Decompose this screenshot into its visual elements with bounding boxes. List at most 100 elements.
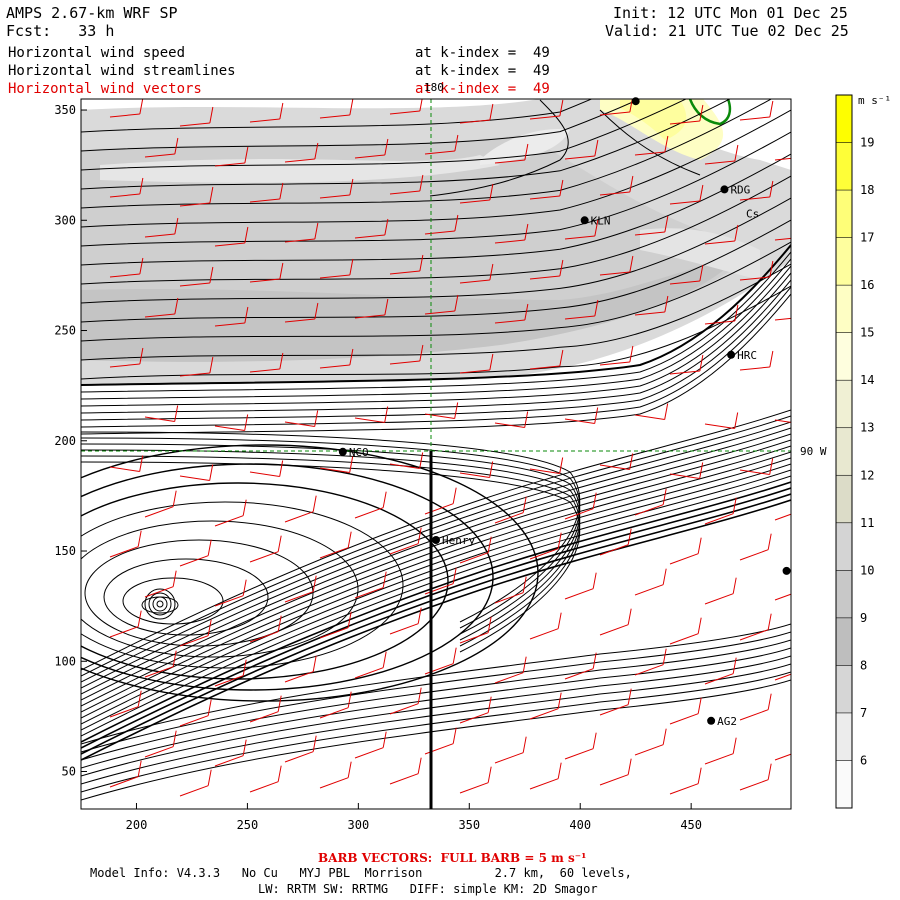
wind-barb-flag	[732, 577, 737, 594]
wind-barb-flag	[172, 730, 177, 747]
station-marker	[707, 716, 716, 725]
wind-barb-flag	[417, 527, 422, 544]
x-tick-label: 450	[680, 818, 702, 832]
wind-barb-shaft	[389, 360, 420, 365]
wind-barb-shaft	[669, 370, 700, 375]
streamline	[81, 455, 581, 647]
wind-barb-flag	[805, 408, 808, 424]
wind-barb-shaft	[109, 363, 140, 368]
wind-barb-shaft	[634, 151, 665, 156]
colorbar-swatch	[836, 95, 852, 143]
wind-barb-shaft	[704, 593, 734, 605]
wind-barb-shaft	[389, 773, 419, 785]
wind-barb-shaft	[669, 553, 699, 565]
wind-barb-shaft	[459, 369, 490, 374]
wind-barb-flag	[139, 347, 144, 365]
wind-barb-flag	[384, 138, 389, 156]
wind-barb-shaft	[669, 713, 699, 725]
wind-barb-flag	[242, 739, 247, 756]
wind-barb-shaft	[669, 473, 700, 479]
wind-barb-flag	[242, 579, 247, 596]
wind-barb-flag	[592, 652, 597, 669]
wind-barb-flag	[697, 697, 702, 714]
wind-barb-flag	[627, 688, 632, 705]
wind-barb-shaft	[739, 276, 770, 281]
streamline	[81, 272, 791, 414]
wind-barb-flag	[277, 765, 282, 782]
wind-barb-flag	[419, 344, 424, 362]
wind-barb-shaft	[389, 463, 420, 469]
wind-barb-shaft	[319, 707, 349, 719]
wind-barb-flag	[559, 457, 564, 474]
station-marker	[782, 566, 791, 575]
colorbar-tick-label: 16	[860, 278, 874, 292]
wind-barb-shaft	[529, 195, 560, 200]
level-streamlines: at k-index = 49	[415, 63, 550, 79]
wind-barb-shaft	[669, 280, 700, 285]
wind-barb-shaft	[179, 475, 210, 481]
wind-barb-flag	[174, 137, 179, 155]
wind-barb-shaft	[599, 361, 630, 366]
colorbar-frame	[835, 94, 853, 809]
wind-barb-flag	[452, 567, 457, 584]
wind-barb-shaft	[284, 318, 315, 323]
wind-speed-shading	[81, 99, 791, 385]
wind-barb-flag	[454, 214, 459, 232]
colorbar-swatch	[836, 665, 852, 713]
colorbar-tick-label: 11	[860, 516, 874, 530]
wind-barb-flag	[487, 766, 492, 783]
wind-barb-flag	[242, 659, 247, 676]
coastline-path	[688, 99, 732, 126]
wind-barb-shaft	[179, 635, 209, 647]
streamline	[81, 99, 593, 133]
field-vectors: Horizontal wind vectors	[8, 81, 202, 97]
wind-barb-flag	[557, 692, 562, 709]
init-time: Init: 12 UTC Mon 01 Dec 25	[613, 4, 848, 22]
wind-barb-shaft	[494, 592, 524, 604]
wind-barb-flag	[279, 182, 284, 200]
wind-barb-shaft	[284, 591, 314, 603]
colorbar-tick-label: 10	[860, 563, 874, 577]
wind-barb-flag	[419, 452, 424, 469]
wind-barb-shaft	[389, 543, 419, 555]
wind-barb-flag	[699, 462, 704, 479]
wind-barb-shaft	[249, 631, 279, 643]
wind-barb-flag	[454, 402, 459, 419]
wind-barb-flag	[244, 414, 249, 431]
wind-barb-shaft	[249, 198, 280, 203]
colorbar-swatch	[836, 237, 852, 286]
wind-barb-shaft	[739, 196, 770, 201]
wind-barb-shaft	[459, 199, 490, 204]
wind-barb-flag	[419, 174, 424, 192]
stations: KLN RDG HRC NCO Henry AG2 Cs	[338, 97, 791, 728]
wind-barb-flag	[349, 178, 354, 196]
wind-barb-shaft	[494, 672, 524, 684]
colorbar-units: m s⁻¹	[858, 94, 891, 107]
y-tick-label: 300	[54, 213, 76, 227]
wind-barb-shaft	[249, 551, 279, 563]
wind-barb-flag	[664, 403, 669, 420]
streamline	[81, 219, 791, 323]
wind-barb-flag	[349, 258, 354, 276]
wind-barb-shaft	[389, 110, 420, 115]
vortex-streamline	[81, 501, 404, 669]
field-wind-speed: Horizontal wind speed	[8, 45, 186, 61]
wind-barb-flag	[452, 727, 457, 744]
wind-barb-shaft	[249, 278, 280, 283]
wind-barb-shaft	[354, 234, 385, 239]
colorbar-swatch	[836, 617, 852, 666]
wind-barb-flag	[384, 298, 389, 316]
wind-barb-shaft	[284, 158, 315, 163]
wind-barb-shaft	[704, 320, 735, 325]
wind-barb-flag	[207, 699, 212, 716]
wind-barb-flag	[662, 568, 667, 585]
wind-barb-shaft	[459, 552, 489, 564]
station-label: RDG	[730, 183, 750, 196]
streamline	[81, 439, 791, 701]
streamline	[81, 461, 581, 653]
wind-barb-shaft	[179, 282, 210, 287]
wind-barb-shaft	[249, 711, 279, 723]
wind-barb-shaft	[494, 319, 525, 324]
wind-barb-shaft	[284, 671, 314, 683]
wind-barb-shaft	[214, 595, 244, 607]
